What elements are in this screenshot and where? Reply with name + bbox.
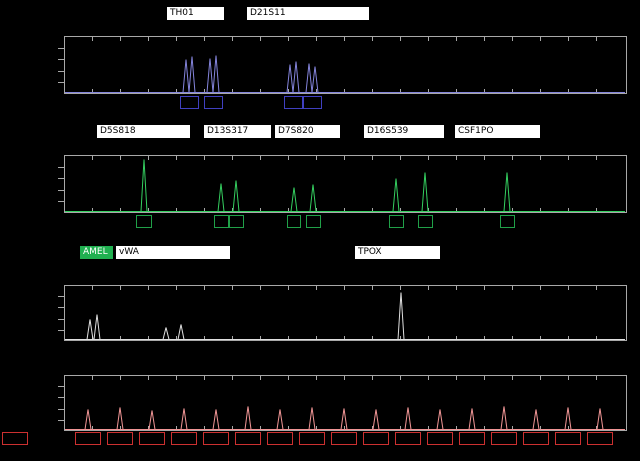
allele-box-blue[interactable] [180,96,199,109]
allele-box-red[interactable] [299,432,325,445]
allele-box-red[interactable] [203,432,229,445]
allele-box-blue[interactable] [204,96,223,109]
peak-green [232,180,240,212]
allele-box-blue[interactable] [303,96,322,109]
peak-blue [212,55,220,93]
marker-label-tpox[interactable]: TPOX [355,246,440,259]
allele-box-red[interactable] [139,432,165,445]
allele-box-red[interactable] [491,432,517,445]
trace-panel-blue [58,36,627,94]
peak-blue [206,58,214,93]
peak-red [148,410,156,430]
peak-green [309,184,317,212]
marker-label-th01[interactable]: TH01 [167,7,224,20]
allele-box-red[interactable] [267,432,293,445]
allele-box-red[interactable] [523,432,549,445]
allele-box-red[interactable] [171,432,197,445]
allele-box-red[interactable] [107,432,133,445]
peak-red [564,407,572,430]
peak-red [404,407,412,430]
peak-red [276,409,284,430]
marker-label-d21s11[interactable]: D21S11 [247,7,369,20]
allele-box-green[interactable] [136,215,152,228]
allele-box-green[interactable] [418,215,433,228]
peak-red [180,408,188,430]
peak-red [308,407,316,430]
allele-box-green[interactable] [306,215,321,228]
peak-red [596,408,604,430]
allele-box-green[interactable] [500,215,515,228]
peak-blue [292,61,300,93]
peak-red [372,409,380,430]
peak-blue [305,63,313,93]
allele-box-red[interactable] [363,432,389,445]
peak-yellow [397,292,405,340]
trace-panel-yellow [58,285,627,341]
peak-green [421,172,429,212]
peak-green [290,187,298,212]
marker-label-d7s820[interactable]: D7S820 [275,125,340,138]
marker-label-d13s317[interactable]: D13S317 [204,125,271,138]
peak-red [340,408,348,430]
peak-blue [188,56,196,93]
peak-red [532,409,540,430]
peak-green [140,159,148,212]
peak-green [503,172,511,212]
peak-red [500,406,508,430]
peak-green [217,183,225,212]
peak-green [392,178,400,212]
marker-label-d5s818[interactable]: D5S818 [97,125,190,138]
allele-box-red[interactable] [395,432,421,445]
allele-box-blue[interactable] [284,96,303,109]
allele-box-red[interactable] [2,432,28,445]
allele-box-red[interactable] [427,432,453,445]
allele-box-green[interactable] [287,215,301,228]
allele-box-red[interactable] [587,432,613,445]
peak-yellow [162,327,170,340]
peak-yellow [177,324,185,340]
allele-box-green[interactable] [389,215,404,228]
peak-blue [182,59,190,93]
allele-box-red[interactable] [235,432,261,445]
allele-box-red[interactable] [331,432,357,445]
peak-red [244,406,252,430]
allele-box-green[interactable] [229,215,244,228]
panel-border [64,375,627,431]
allele-box-red[interactable] [555,432,581,445]
peak-red [116,407,124,430]
allele-box-red[interactable] [459,432,485,445]
marker-label-csf1po[interactable]: CSF1PO [455,125,540,138]
trace-panel-green [58,155,627,213]
allele-box-red[interactable] [75,432,101,445]
panel-border [64,285,627,341]
marker-label-vwa[interactable]: vWA [116,246,230,259]
trace-panel-red [58,375,627,431]
peak-red [436,409,444,430]
peak-red [468,408,476,430]
marker-label-amel[interactable]: AMEL [80,246,113,259]
allele-box-green[interactable] [214,215,229,228]
panel-border [64,36,627,94]
marker-label-d16s539[interactable]: D16S539 [364,125,444,138]
peak-red [84,409,92,430]
peak-red [212,409,220,430]
peak-blue [286,64,294,93]
peak-yellow [86,319,94,340]
peak-yellow [93,314,101,340]
peak-blue [311,66,319,93]
panel-border [64,155,627,213]
